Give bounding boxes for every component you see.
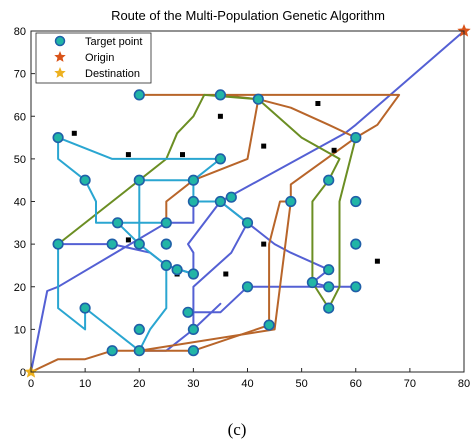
target-point-23 — [160, 259, 172, 272]
obstacle-marker-2 — [315, 101, 321, 106]
legend-destination-star-icon — [54, 67, 66, 78]
chart-title: Route of the Multi-Population Genetic Al… — [111, 8, 385, 23]
route-line-blue-4 — [192, 221, 249, 314]
obstacle-marker-6 — [331, 147, 337, 153]
target-point-3 — [252, 93, 264, 105]
target-point-34 — [323, 302, 335, 314]
target-point-30 — [241, 281, 254, 293]
target-point-5 — [133, 174, 145, 186]
route-line-blue-0 — [30, 30, 465, 373]
obstacle-marker-7 — [125, 237, 131, 243]
route-line-cyan-12 — [192, 179, 249, 224]
target-point-37 — [106, 345, 118, 357]
x-tick-label-40: 40 — [241, 378, 253, 390]
target-point-9 — [52, 238, 64, 250]
y-tick-label-50: 50 — [14, 154, 26, 166]
y-tick-label-80: 80 — [14, 26, 26, 38]
target-point-33 — [263, 319, 275, 331]
target-point-16 — [214, 195, 226, 208]
y-tick-label-60: 60 — [14, 111, 26, 123]
legend-origin-star-icon — [54, 51, 66, 62]
target-point-markers — [52, 89, 362, 357]
target-point-20 — [323, 174, 335, 186]
target-point-18 — [285, 195, 297, 208]
obstacle-marker-5 — [261, 143, 267, 149]
target-point-14 — [160, 238, 172, 250]
target-point-39 — [187, 345, 199, 357]
route-line-cyan-10 — [57, 136, 168, 224]
legend-target-point-icon — [54, 35, 66, 47]
origin-star-marker — [457, 24, 471, 37]
target-point-24 — [187, 268, 199, 280]
obstacle-marker-11 — [223, 271, 229, 277]
target-point-2 — [214, 89, 226, 101]
route-line-olive-9 — [57, 93, 357, 310]
target-point-22 — [350, 238, 362, 250]
target-point-35 — [79, 302, 91, 314]
x-axis-ticks: 0 10 20 30 40 50 60 70 80 — [28, 368, 470, 390]
target-point-31 — [182, 306, 194, 318]
x-tick-label-50: 50 — [296, 378, 308, 390]
target-point-0 — [52, 132, 64, 144]
target-point-6 — [187, 174, 199, 186]
target-point-15 — [187, 195, 199, 208]
target-point-38 — [133, 345, 145, 357]
target-point-36 — [133, 323, 145, 336]
x-tick-label-70: 70 — [404, 378, 416, 390]
y-tick-label-30: 30 — [14, 239, 26, 251]
obstacle-marker-8 — [261, 241, 267, 247]
target-point-21 — [350, 195, 362, 208]
target-point-32 — [187, 323, 199, 336]
target-point-8 — [350, 132, 362, 144]
legend-label-origin: Origin — [85, 52, 114, 64]
target-point-10 — [111, 217, 124, 229]
target-point-19 — [241, 217, 254, 229]
x-tick-label-60: 60 — [350, 378, 362, 390]
route-line-cyan-13 — [57, 243, 168, 352]
route-line-brown-8 — [138, 200, 292, 352]
y-tick-label-20: 20 — [14, 282, 26, 294]
figure-caption: (c) — [228, 420, 247, 439]
obstacle-marker-4 — [180, 152, 185, 158]
y-tick-label-40: 40 — [14, 197, 26, 209]
legend: Target point Origin Destination — [35, 32, 152, 84]
obstacle-marker-3 — [125, 152, 131, 158]
target-point-12 — [106, 238, 118, 250]
obstacle-marker-0 — [71, 130, 77, 136]
target-point-4 — [79, 174, 91, 186]
y-tick-label-0: 0 — [20, 367, 26, 379]
target-point-28 — [323, 281, 335, 293]
target-point-27 — [306, 276, 319, 289]
target-point-1 — [133, 89, 145, 101]
x-tick-label-30: 30 — [187, 378, 199, 390]
target-point-7 — [214, 153, 226, 165]
target-point-17 — [225, 191, 237, 203]
y-tick-label-10: 10 — [14, 324, 26, 336]
x-tick-label-0: 0 — [28, 378, 34, 390]
x-tick-label-10: 10 — [79, 378, 91, 390]
x-tick-label-80: 80 — [458, 378, 470, 390]
legend-label-destination: Destination — [85, 68, 140, 80]
target-point-13 — [133, 238, 145, 250]
x-tick-label-20: 20 — [133, 378, 145, 390]
obstacle-marker-1 — [217, 113, 223, 119]
target-point-25 — [171, 264, 183, 276]
target-point-11 — [160, 217, 172, 229]
y-tick-label-70: 70 — [14, 69, 26, 81]
y-axis-ticks: 0 10 20 30 40 50 60 70 80 — [14, 26, 35, 379]
obstacle-marker-9 — [374, 258, 380, 264]
target-point-26 — [323, 264, 335, 276]
target-point-29 — [350, 281, 362, 293]
legend-label-target-point: Target point — [85, 36, 142, 48]
